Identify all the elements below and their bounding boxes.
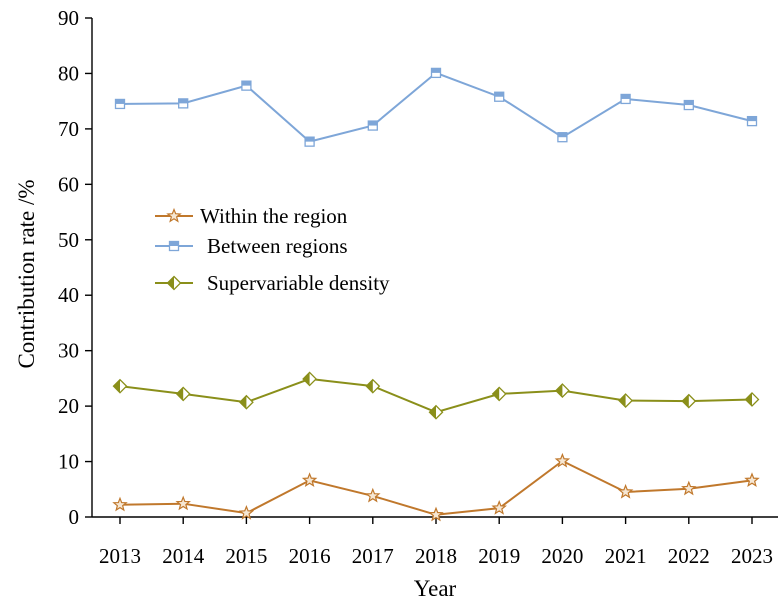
diamond-marker-half (366, 380, 373, 393)
data-point (619, 486, 631, 498)
diamond-marker-half (430, 406, 437, 419)
legend-item: Within the region (155, 204, 348, 228)
square-marker-top (368, 121, 377, 126)
series-2 (116, 68, 757, 146)
data-point (179, 99, 188, 108)
y-tick-label: 60 (58, 172, 79, 196)
data-point (682, 395, 695, 408)
data-point (116, 99, 125, 108)
data-point (177, 497, 189, 509)
x-ticks: 2013 2014 2015 2016 2017 2018 2019 2020 2021 2022… (99, 517, 773, 568)
x-axis-title: Year (414, 576, 457, 601)
square-marker-top (116, 99, 125, 104)
diamond-marker-half (746, 393, 753, 406)
y-ticks: 0 10 20 30 40 50 60 70 80 90 (58, 6, 92, 529)
legend-item: Supervariable density (155, 271, 390, 295)
data-point (114, 380, 127, 393)
diamond-marker-half (619, 394, 626, 407)
legend-marker (168, 210, 180, 222)
data-point (558, 133, 567, 142)
legend-item: Between regions (155, 234, 348, 258)
y-tick-label: 80 (58, 61, 79, 85)
square-marker-top (495, 92, 504, 97)
x-tick-label: 2023 (731, 544, 773, 568)
data-point (493, 387, 506, 400)
data-point (303, 474, 315, 486)
x-tick-label: 2021 (605, 544, 647, 568)
x-tick-label: 2013 (99, 544, 141, 568)
x-tick-label: 2020 (541, 544, 583, 568)
x-tick-label: 2019 (478, 544, 520, 568)
data-point (683, 482, 695, 494)
data-point (432, 68, 441, 77)
data-point (114, 498, 126, 510)
y-tick-label: 0 (69, 505, 80, 529)
square-marker-top (748, 117, 757, 122)
data-point (177, 387, 190, 400)
diamond-marker-half (114, 380, 121, 393)
square-marker-top (242, 81, 251, 86)
diamond-marker-half (556, 384, 563, 397)
data-point (746, 393, 759, 406)
data-point (748, 117, 757, 126)
data-point (305, 137, 314, 146)
square-marker-top (558, 133, 567, 138)
y-tick-label: 30 (58, 339, 79, 363)
square-marker-top (170, 242, 179, 247)
data-point (621, 94, 630, 103)
data-point (367, 489, 379, 501)
data-point (430, 508, 442, 520)
legend: Within the region Between regions Supervar… (155, 204, 390, 295)
y-tick-label: 70 (58, 117, 79, 141)
legend-marker (168, 277, 181, 290)
square-marker-top (432, 68, 441, 73)
diamond-marker-half (303, 372, 310, 385)
square-marker-top (305, 137, 314, 142)
y-tick-label: 90 (58, 6, 79, 30)
diamond-marker-half (493, 387, 500, 400)
series-3 (114, 372, 759, 418)
data-point (240, 396, 253, 409)
data-point (684, 101, 693, 110)
data-point (303, 372, 316, 385)
x-tick-label: 2017 (352, 544, 394, 568)
series-line (120, 73, 752, 142)
legend-marker (170, 242, 179, 251)
x-tick-label: 2022 (668, 544, 710, 568)
data-point (242, 81, 251, 90)
y-tick-label: 50 (58, 228, 79, 252)
square-marker-top (621, 94, 630, 99)
data-point (619, 394, 632, 407)
legend-label: Within the region (200, 204, 348, 228)
x-tick-label: 2014 (162, 544, 205, 568)
data-point (495, 92, 504, 101)
diamond-marker-half (682, 395, 689, 408)
series-1 (114, 455, 758, 521)
legend-label: Supervariable density (207, 271, 390, 295)
y-tick-label: 20 (58, 394, 79, 418)
diamond-marker-half (177, 387, 184, 400)
data-point (366, 380, 379, 393)
data-point (493, 502, 505, 514)
diamond-marker-half (168, 277, 175, 290)
x-tick-label: 2015 (225, 544, 267, 568)
legend-label: Between regions (207, 234, 348, 258)
diamond-marker-half (240, 396, 247, 409)
data-point (556, 384, 569, 397)
axes (92, 18, 778, 517)
data-point (368, 121, 377, 130)
data-point (430, 406, 443, 419)
y-tick-label: 40 (58, 283, 79, 307)
data-point (746, 474, 758, 486)
square-marker-top (179, 99, 188, 104)
x-tick-label: 2016 (289, 544, 331, 568)
x-tick-label: 2018 (415, 544, 457, 568)
y-axis-title: Contribution rate /% (14, 179, 39, 368)
square-marker-top (684, 101, 693, 106)
y-tick-label: 10 (58, 450, 79, 474)
